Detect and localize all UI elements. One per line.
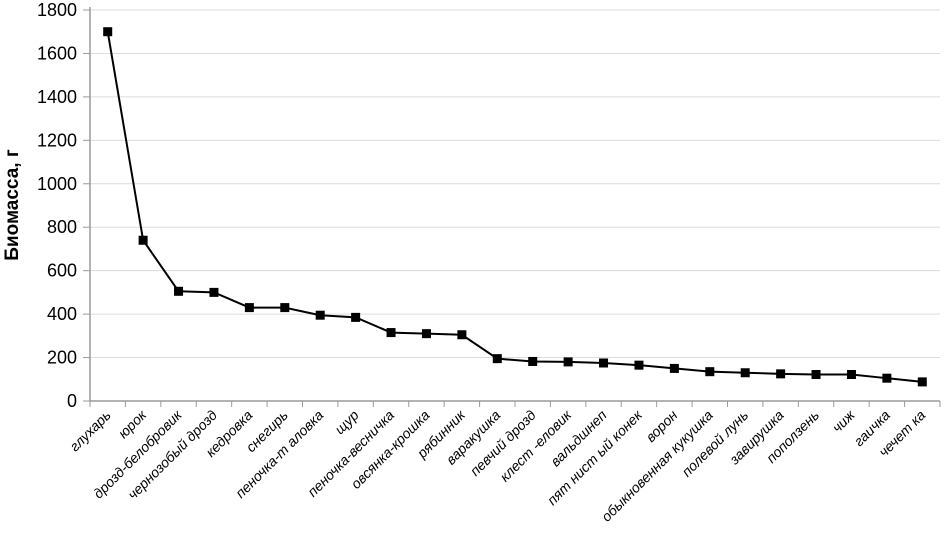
- data-point: [280, 303, 290, 313]
- data-point: [528, 356, 538, 366]
- x-tick-label: чиж: [829, 406, 859, 436]
- data-point: [492, 354, 502, 364]
- y-tick-label: 0: [67, 391, 77, 411]
- y-tick-label: 1200: [37, 130, 77, 150]
- data-point: [138, 235, 148, 245]
- data-point: [846, 369, 856, 379]
- data-point: [209, 287, 219, 297]
- data-point: [244, 303, 254, 313]
- x-tick-label: щур: [331, 407, 362, 438]
- data-point: [634, 360, 644, 370]
- data-point: [315, 310, 325, 320]
- data-point: [776, 369, 786, 379]
- data-point: [705, 367, 715, 377]
- y-tick-label: 1000: [37, 174, 77, 194]
- series-line: [106, 31, 923, 383]
- data-point: [386, 328, 396, 338]
- data-point: [669, 363, 679, 373]
- data-point: [421, 329, 431, 339]
- data-point: [882, 373, 892, 383]
- y-tick-label: 1400: [37, 87, 77, 107]
- y-tick-label: 800: [47, 217, 77, 237]
- y-tick-label: 400: [47, 304, 77, 324]
- y-tick-label: 1800: [37, 0, 77, 20]
- data-point: [563, 357, 573, 367]
- data-point: [174, 286, 184, 296]
- data-point: [351, 312, 361, 322]
- data-point: [811, 369, 821, 379]
- data-point: [740, 368, 750, 378]
- plot-area: 0 200 400 600 800 1000 1200 1400 1600 1800 глухарь…: [37, 0, 941, 525]
- x-tick-label: глухарь: [66, 407, 114, 455]
- data-point: [457, 330, 467, 340]
- y-tick-label: 200: [47, 348, 77, 368]
- y-tick-label: 1600: [37, 43, 77, 63]
- data-point: [917, 377, 927, 387]
- y-axis-title: Биомасса, г: [2, 149, 23, 261]
- y-tick-label: 600: [47, 261, 77, 281]
- data-point: [599, 358, 609, 368]
- data-point: [103, 27, 113, 37]
